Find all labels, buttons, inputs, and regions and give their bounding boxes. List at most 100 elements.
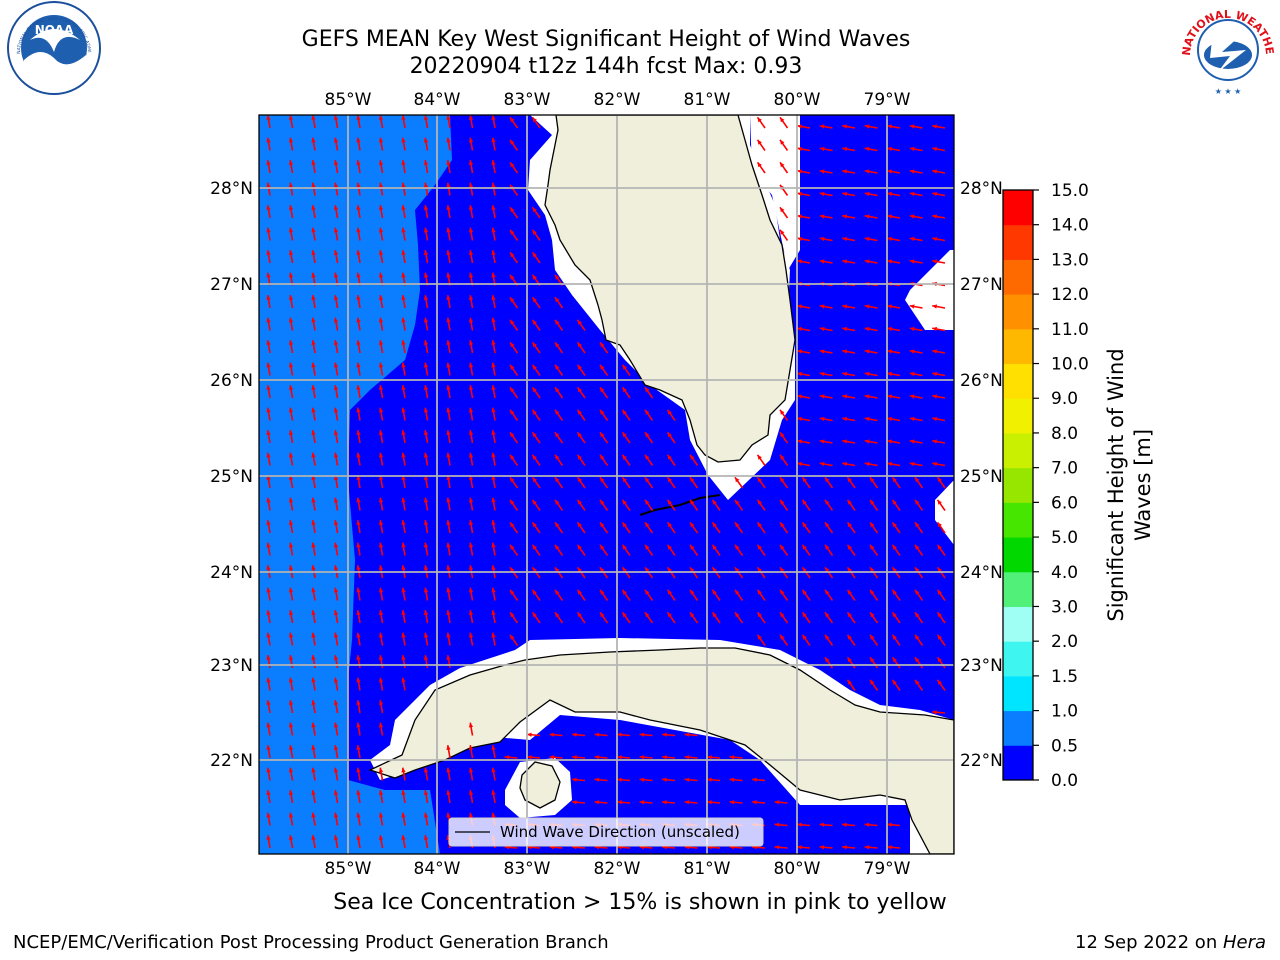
- colorbar-segment: [1003, 190, 1033, 226]
- direction-arrowhead: [401, 317, 406, 323]
- direction-arrowhead: [378, 655, 384, 661]
- direction-arrowhead: [266, 835, 271, 841]
- direction-arrowhead: [757, 612, 762, 618]
- direction-arrowhead: [842, 236, 848, 242]
- direction-arrowhead: [892, 567, 897, 573]
- direction-arrowhead: [446, 497, 451, 503]
- direction-arrowhead: [333, 700, 339, 706]
- direction-arrowhead: [356, 452, 361, 458]
- direction-arrowhead: [378, 520, 384, 526]
- legend: Wind Wave Direction (unscaled): [448, 817, 764, 847]
- direction-arrowhead: [423, 137, 429, 143]
- direction-arrowhead: [819, 304, 825, 309]
- direction-arrowhead: [847, 589, 852, 595]
- direction-arrowhead: [712, 612, 717, 618]
- direction-arrowhead: [572, 800, 577, 805]
- direction-arrowhead: [311, 340, 316, 346]
- direction-arrowhead: [892, 544, 897, 550]
- direction-arrowhead: [909, 416, 915, 422]
- direction-arrowhead: [510, 297, 515, 303]
- direction-arrowhead: [780, 589, 785, 595]
- direction-arrowhead: [423, 790, 429, 796]
- direction-arrowhead: [401, 812, 406, 818]
- direction-arrowhead: [932, 124, 938, 129]
- direction-arrowhead: [401, 677, 406, 683]
- direction-arrowhead: [600, 567, 605, 573]
- direction-arrowhead: [288, 160, 294, 166]
- direction-arrowhead: [446, 362, 451, 368]
- direction-arrowhead: [288, 452, 294, 458]
- direction-arrowhead: [915, 544, 920, 550]
- direction-arrowhead: [735, 477, 740, 483]
- direction-arrowhead: [333, 722, 339, 728]
- direction-arrowhead: [532, 567, 537, 573]
- direction-arrowhead: [423, 835, 429, 841]
- direction-arrowhead: [446, 587, 451, 593]
- direction-arrowhead: [356, 610, 361, 616]
- direction-arrowhead: [491, 250, 496, 256]
- direction-arrowhead: [847, 499, 852, 505]
- direction-arrowhead: [757, 139, 762, 145]
- direction-arrowhead: [780, 499, 785, 505]
- direction-arrowhead: [401, 182, 406, 188]
- direction-arrowhead: [311, 542, 316, 548]
- direction-arrowhead: [288, 137, 294, 143]
- lat-label-left: 23°N: [210, 656, 253, 676]
- direction-arrowhead: [864, 304, 870, 309]
- direction-arrowhead: [266, 565, 271, 571]
- direction-arrowhead: [797, 822, 802, 827]
- direction-arrowhead: [468, 587, 474, 593]
- direction-arrowhead: [915, 477, 920, 483]
- direction-arrowhead: [446, 205, 451, 211]
- direction-arrowhead: [491, 205, 496, 211]
- direction-arrowhead: [423, 385, 429, 391]
- direction-arrowhead: [645, 567, 650, 573]
- direction-arrowhead: [645, 544, 650, 550]
- direction-arrowhead: [864, 822, 870, 827]
- direction-arrowhead: [667, 477, 672, 483]
- direction-arrowhead: [667, 432, 672, 438]
- direction-arrowhead: [870, 499, 875, 505]
- lon-label-top: 83°W: [504, 90, 551, 110]
- direction-arrowhead: [864, 371, 870, 377]
- direction-arrowhead: [532, 229, 537, 235]
- direction-arrowhead: [667, 612, 672, 618]
- direction-arrowhead: [266, 362, 271, 368]
- direction-arrowhead: [555, 387, 560, 393]
- direction-arrowhead: [707, 755, 712, 760]
- direction-arrowhead: [401, 542, 406, 548]
- direction-arrowhead: [825, 567, 830, 573]
- direction-arrowhead: [311, 677, 316, 683]
- direction-arrowhead: [847, 567, 852, 573]
- direction-arrowhead: [735, 544, 740, 550]
- direction-arrowhead: [555, 522, 560, 528]
- direction-arrowhead: [555, 319, 560, 325]
- direction-arrowhead: [825, 634, 830, 640]
- direction-arrowhead: [446, 790, 451, 796]
- direction-arrowhead: [870, 657, 875, 663]
- footer-date: 12 Sep 2022 on Hera: [1075, 932, 1266, 953]
- direction-arrowhead: [266, 610, 271, 616]
- direction-arrowhead: [667, 567, 672, 573]
- direction-arrowhead: [333, 655, 339, 661]
- direction-arrowhead: [356, 497, 361, 503]
- direction-arrowhead: [909, 191, 915, 197]
- direction-arrowhead: [378, 317, 384, 323]
- direction-arrowhead: [932, 191, 938, 197]
- direction-arrowhead: [468, 542, 474, 548]
- direction-arrowhead: [892, 634, 897, 640]
- direction-arrowhead: [491, 520, 496, 526]
- direction-arrowhead: [266, 227, 271, 233]
- direction-arrowhead: [842, 146, 848, 152]
- direction-arrowhead: [356, 272, 361, 278]
- direction-arrowhead: [288, 362, 294, 368]
- direction-arrowhead: [333, 317, 339, 323]
- direction-arrowhead: [288, 115, 294, 121]
- direction-arrowhead: [802, 612, 807, 618]
- direction-arrowhead: [311, 115, 316, 121]
- direction-arrowhead: [819, 146, 825, 152]
- colorbar-tick-label: 10.0: [1051, 355, 1089, 375]
- direction-arrowhead: [532, 454, 537, 460]
- colorbar-tick-label: 0.0: [1051, 771, 1078, 791]
- direction-arrowhead: [288, 632, 294, 638]
